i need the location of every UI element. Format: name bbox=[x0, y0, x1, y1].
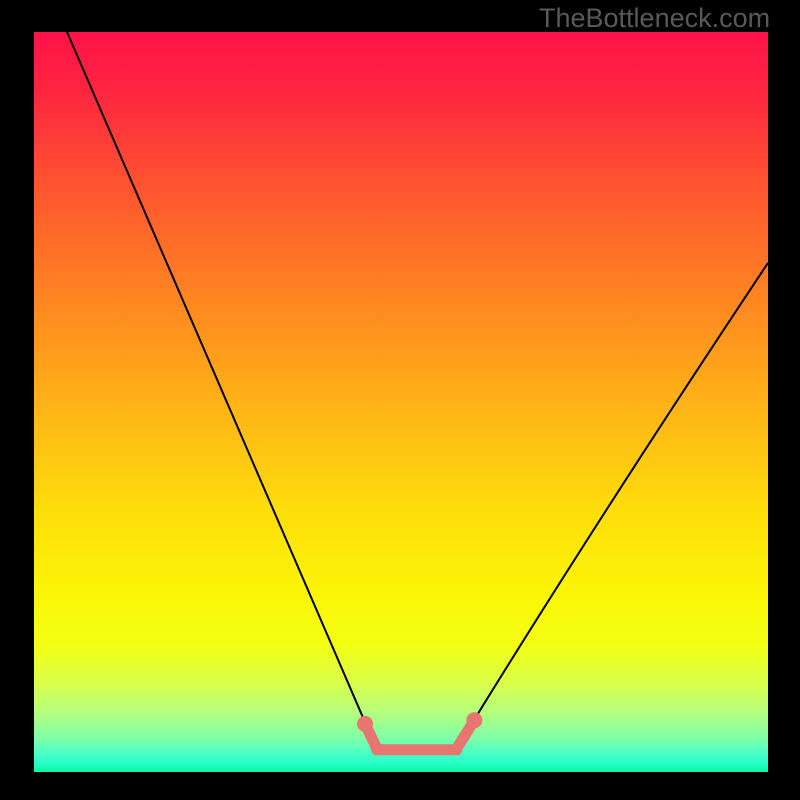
chart-svg bbox=[34, 32, 768, 772]
overlay-endcap-0 bbox=[357, 716, 373, 732]
outer-frame: TheBottleneck.com bbox=[0, 0, 800, 800]
plot-area bbox=[34, 32, 768, 772]
overlay-endcap-1 bbox=[466, 712, 482, 728]
watermark-text: TheBottleneck.com bbox=[539, 3, 770, 34]
gradient-background bbox=[34, 32, 768, 772]
